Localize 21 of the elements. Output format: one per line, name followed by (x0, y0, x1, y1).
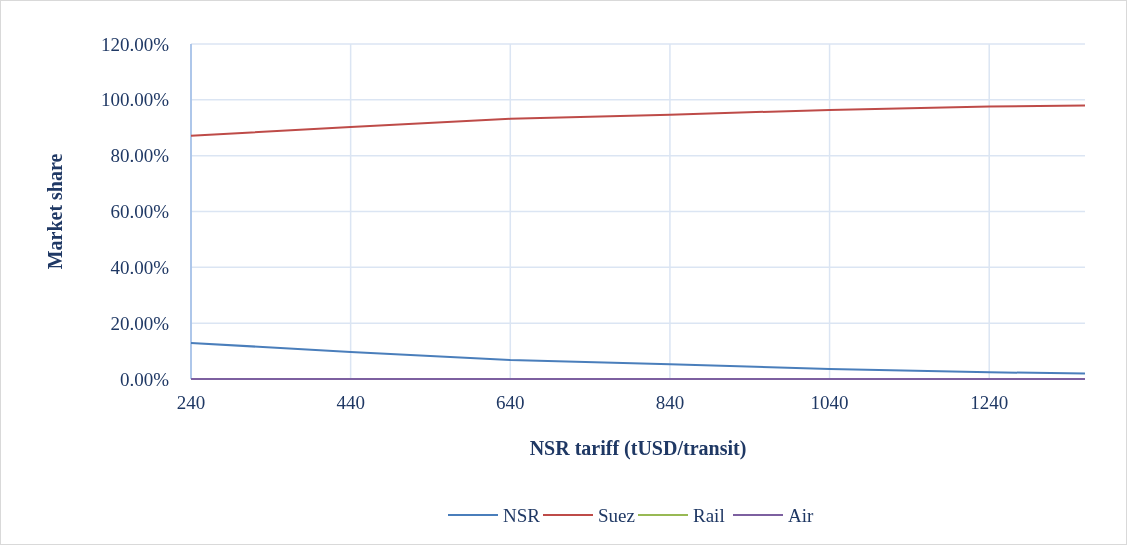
x-tick-label: 1240 (970, 392, 1009, 413)
legend-label: Suez (598, 504, 635, 526)
x-tick-label: 440 (336, 392, 365, 413)
legend-label: Air (788, 504, 814, 526)
x-axis-title: NSR tariff (tUSD/transit) (529, 437, 747, 460)
line-series (190, 104, 1086, 137)
legend-label: Rail (693, 504, 725, 526)
legend-label: NSR (503, 504, 541, 526)
y-axis-title: Market share (44, 153, 66, 270)
y-tick-label: 100.00% (100, 89, 170, 111)
y-tick-label: 0.00% (119, 368, 170, 390)
x-tick-label: 1040 (810, 392, 849, 413)
y-tick-label: 40.00% (110, 256, 170, 278)
y-tick-label: 120.00% (100, 33, 170, 55)
y-tick-label: 80.00% (110, 145, 170, 167)
x-tick-label: 840 (655, 392, 685, 413)
line-series (190, 341, 1086, 375)
y-tick-label: 20.00% (110, 312, 170, 334)
y-tick-label: 60.00% (110, 201, 170, 223)
x-tick-label: 240 (176, 392, 206, 413)
x-tick-label: 640 (496, 392, 525, 413)
